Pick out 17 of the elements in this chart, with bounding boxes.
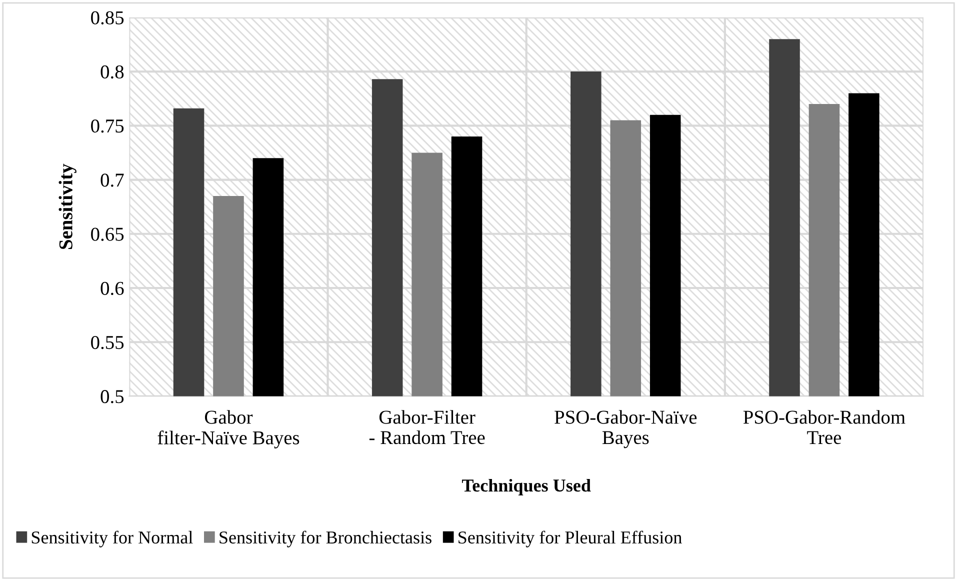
y-tick-label: 0.5 — [100, 390, 124, 404]
x-tick-label: PSO-Gabor-Random Tree — [743, 410, 906, 444]
y-tick-label: 0.85 — [91, 11, 124, 24]
y-tick-label: 0.55 — [91, 336, 124, 350]
y-axis-title: Sensitivity — [58, 164, 76, 250]
y-tick-label: 0.8 — [100, 65, 124, 79]
legend-label: Sensitivity for Normal — [32, 530, 193, 548]
y-tick-label: 0.65 — [91, 228, 124, 241]
legend-label: Sensitivity for Pleural Effusion — [458, 530, 682, 548]
y-tick-label: 0.7 — [100, 174, 124, 187]
x-tick-label: Gabor-Filter - Random Tree — [369, 410, 485, 444]
x-axis-title: Techniques Used — [462, 478, 591, 496]
x-tick-label: Gabor filter-Naïve Bayes — [158, 410, 300, 448]
legend-label: Sensitivity for Bronchiectasis — [220, 530, 432, 548]
x-tick-label: PSO-Gabor-Naïve Bayes — [554, 410, 697, 448]
y-tick-label: 0.6 — [100, 282, 124, 296]
y-tick-label: 0.75 — [91, 119, 124, 133]
